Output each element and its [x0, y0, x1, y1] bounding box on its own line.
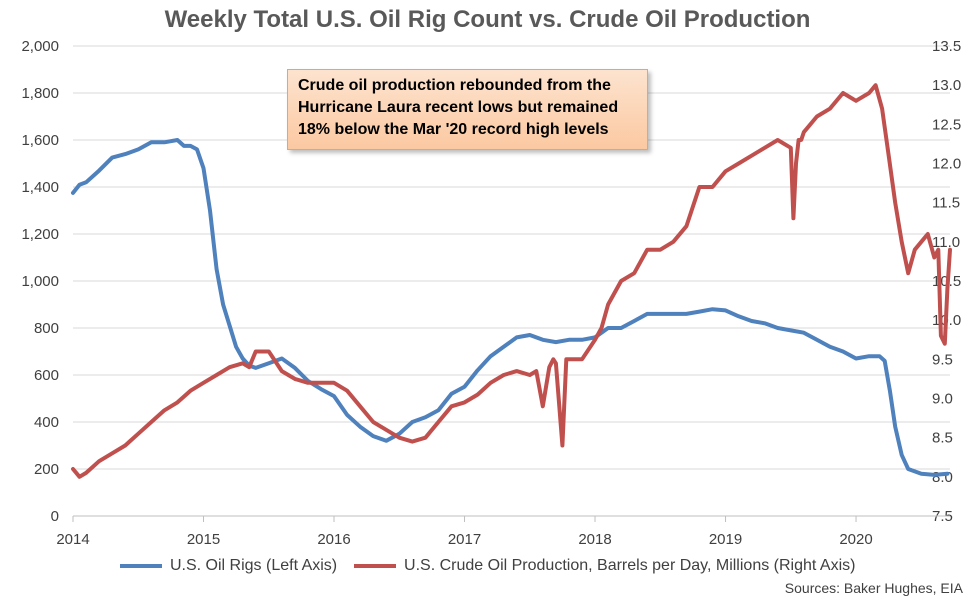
- x-tick-label: 2020: [839, 531, 872, 548]
- series-line-rigs: [71, 138, 950, 477]
- y-left-tick-label: 2,000: [21, 38, 59, 55]
- legend-item-rigs: U.S. Oil Rigs (Left Axis): [119, 557, 338, 575]
- x-tick-label: 2016: [317, 531, 350, 548]
- axes: 0 200 400 600 800 1,000 1,200 1,400 1,600 1,800 2,…: [21, 38, 961, 548]
- annotation-callout: Crude oil production rebounded from the …: [287, 69, 648, 150]
- legend-label-rigs: U.S. Oil Rigs (Left Axis): [169, 557, 338, 574]
- legend: U.S. Oil Rigs (Left Axis) U.S. Crude Oil…: [0, 557, 975, 575]
- legend-swatch-production: [353, 563, 396, 568]
- series-line-production: [71, 83, 952, 479]
- x-tick-label: 2015: [187, 531, 220, 548]
- series-lines: [71, 83, 952, 479]
- y-left-tick-label: 1,200: [21, 226, 59, 243]
- y-right-tick-label: 8.5: [932, 430, 953, 447]
- legend-swatch-rigs: [119, 563, 162, 568]
- y-right-tick-label: 11.0: [932, 234, 960, 251]
- y-left-tick-label: 600: [34, 367, 59, 384]
- y-left-tick-label: 1,000: [21, 273, 59, 290]
- y-left-tick-label: 1,800: [21, 85, 59, 102]
- y-left-tick-label: 1,600: [21, 132, 59, 149]
- x-tick-label: 2019: [709, 531, 742, 548]
- y-right-tick-label: 9.5: [932, 351, 953, 368]
- y-right-tick-label: 11.5: [932, 195, 960, 212]
- x-tick-label: 2018: [578, 531, 611, 548]
- y-right-tick-label: 12.0: [932, 156, 961, 173]
- y-left-tick-label: 0: [51, 508, 59, 525]
- y-left-tick-label: 1,400: [21, 179, 59, 196]
- y-right-tick-label: 13.5: [932, 38, 961, 55]
- y-left-tick-label: 400: [34, 414, 59, 431]
- legend-label-production: U.S. Crude Oil Production, Barrels per D…: [404, 557, 856, 574]
- y-right-tick-label: 12.5: [932, 116, 961, 133]
- y-right-tick-label: 9.0: [932, 391, 953, 408]
- x-tick-label: 2017: [448, 531, 481, 548]
- y-right-tick-label: 8.0: [932, 469, 953, 486]
- source-note: Sources: Baker Hughes, EIA: [784, 580, 963, 596]
- y-left-tick-label: 200: [34, 461, 59, 478]
- x-tick-label: 2014: [56, 531, 89, 548]
- legend-item-production: U.S. Crude Oil Production, Barrels per D…: [353, 557, 856, 575]
- chart-title: Weekly Total U.S. Oil Rig Count vs. Crud…: [164, 6, 811, 33]
- y-right-tick-label: 13.0: [932, 77, 961, 94]
- y-left-tick-label: 800: [34, 320, 59, 337]
